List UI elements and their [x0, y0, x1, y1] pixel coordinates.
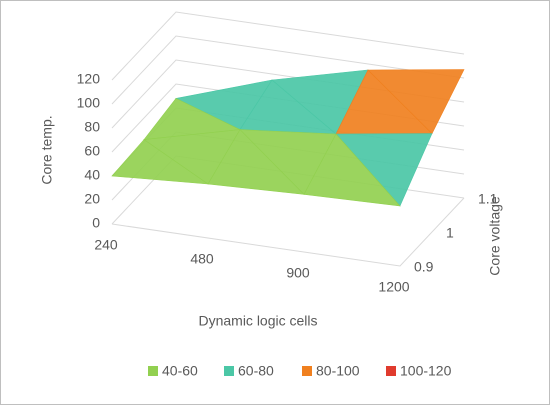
x-axis-label: Dynamic logic cells [198, 313, 317, 329]
x-tick-label: 900 [286, 265, 310, 281]
x-tick-label: 240 [94, 237, 118, 253]
z-tick-label: 60 [84, 143, 100, 159]
x-tick-label: 1200 [378, 279, 409, 295]
x-tick-label: 480 [190, 251, 214, 267]
z-tick-label: 80 [84, 119, 100, 135]
legend-label: 60-80 [238, 363, 274, 379]
legend-swatch [302, 366, 312, 376]
depth-tick-label: 1 [446, 225, 454, 241]
z-tick-label: 100 [77, 95, 101, 111]
legend-label: 40-60 [162, 363, 198, 379]
surface-facet [111, 139, 210, 185]
grid-line [111, 11, 465, 81]
z-tick-label: 20 [84, 191, 100, 207]
grid-line [111, 35, 465, 105]
depth-tick-label: 1.1 [478, 191, 498, 207]
depth-axis-label: Core voltage [487, 196, 503, 276]
legend-swatch [224, 366, 234, 376]
legend-swatch [148, 366, 158, 376]
z-tick-label: 40 [84, 167, 100, 183]
depth-tick-label: 0.9 [414, 259, 434, 275]
legend-swatch [386, 366, 396, 376]
floor-edge [111, 197, 465, 267]
surface-facet [207, 129, 305, 195]
legend-label: 80-100 [316, 363, 360, 379]
z-tick-label: 0 [92, 215, 100, 231]
legend-label: 100-120 [400, 363, 452, 379]
z-tick-label: 120 [77, 71, 101, 87]
z-axis-label: Core temp. [39, 115, 55, 184]
surface-facet [303, 133, 401, 207]
